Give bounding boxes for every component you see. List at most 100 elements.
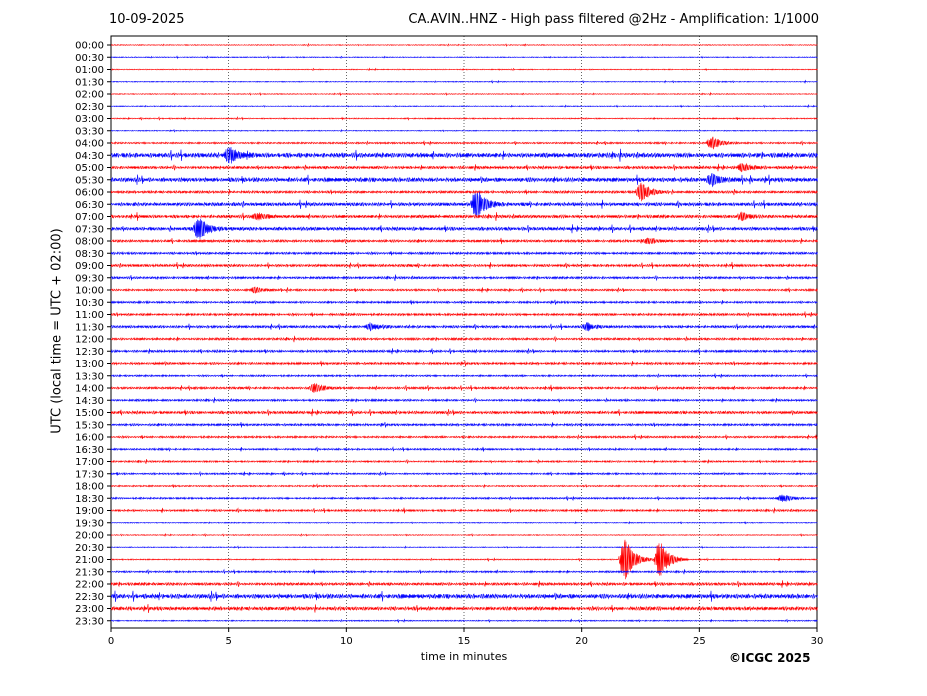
- row-label: 01:30: [75, 77, 104, 88]
- row-label: 17:30: [75, 469, 104, 480]
- row-label: 13:30: [75, 371, 104, 382]
- trace-row-2000: [110, 532, 818, 538]
- row-label: 23:30: [75, 616, 104, 627]
- trace-row-1200: [110, 335, 818, 343]
- trace-row-2100: [110, 539, 818, 580]
- row-label: 12:00: [75, 335, 104, 346]
- trace-row-0930: [110, 274, 818, 282]
- row-label: 02:00: [75, 90, 104, 101]
- row-label: 04:30: [75, 151, 104, 162]
- chart-title: CA.AVIN..HNZ - High pass filtered @2Hz -…: [408, 12, 819, 27]
- row-label: 19:30: [75, 518, 104, 529]
- trace-row-1430: [110, 397, 818, 404]
- date-label: 10-09-2025: [109, 12, 185, 27]
- trace-row-1530: [110, 421, 818, 428]
- row-label: 21:30: [75, 567, 104, 578]
- x-tick-label: 10: [340, 636, 353, 647]
- row-label: 13:00: [75, 359, 104, 370]
- x-tick-label: 25: [693, 636, 706, 647]
- trace-row-2230: [110, 590, 818, 602]
- row-label: 16:00: [75, 433, 104, 444]
- row-label: 03:00: [75, 114, 104, 125]
- row-label: 06:00: [75, 188, 104, 199]
- row-label: 22:00: [75, 580, 104, 591]
- trace-row-2300: [110, 603, 818, 614]
- trace-row-0830: [110, 250, 818, 256]
- row-label: 07:00: [75, 212, 104, 223]
- trace-row-0430: [110, 146, 818, 164]
- trace-row-2030: [110, 545, 818, 550]
- row-label: 16:30: [75, 445, 104, 456]
- trace-row-2200: [110, 580, 818, 588]
- row-label: 02:30: [75, 102, 104, 113]
- seismic-traces: [110, 42, 818, 624]
- trace-row-1830: [110, 494, 818, 503]
- trace-row-1600: [110, 433, 818, 440]
- row-label: 05:00: [75, 163, 104, 174]
- row-label: 09:00: [75, 261, 104, 272]
- row-label: 19:00: [75, 506, 104, 517]
- row-label: 21:00: [75, 555, 104, 566]
- trace-row-0530: [110, 173, 818, 188]
- trace-row-0900: [110, 261, 818, 270]
- y-axis-label: UTC (local time = UTC + 02:00): [49, 228, 65, 434]
- row-label: 01:00: [75, 65, 104, 76]
- trace-row-1700: [110, 458, 818, 465]
- x-tick-labels: 0 5 10 15 20 25 30: [108, 628, 823, 647]
- row-label: 09:30: [75, 273, 104, 284]
- row-label: 14:30: [75, 396, 104, 407]
- trace-row-0230: [110, 104, 818, 109]
- trace-row-1130: [110, 322, 818, 332]
- trace-row-1800: [110, 483, 818, 489]
- trace-row-0030: [110, 55, 818, 60]
- trace-row-0700: [110, 211, 818, 222]
- trace-row-0330: [110, 128, 818, 133]
- trace-row-1630: [110, 446, 818, 453]
- row-label: 11:30: [75, 322, 104, 333]
- trace-row-1930: [110, 520, 818, 525]
- row-label: 18:30: [75, 494, 104, 505]
- x-tick-label: 20: [575, 636, 588, 647]
- row-label: 15:00: [75, 408, 104, 419]
- trace-row-0800: [110, 237, 818, 245]
- row-label: 20:30: [75, 543, 104, 554]
- trace-row-1500: [110, 408, 818, 417]
- x-tick-label: 5: [225, 636, 231, 647]
- trace-row-0630: [110, 191, 818, 217]
- x-axis-label: time in minutes: [420, 650, 508, 663]
- row-label: 10:30: [75, 298, 104, 309]
- row-label: 03:30: [75, 126, 104, 137]
- trace-row-0500: [110, 162, 818, 173]
- trace-row-0730: [110, 218, 818, 239]
- row-label: 11:00: [75, 310, 104, 321]
- trace-row-0100: [110, 67, 818, 72]
- trace-row-1900: [110, 507, 818, 514]
- trace-row-1330: [110, 373, 818, 379]
- row-label: 23:00: [75, 604, 104, 615]
- row-label: 06:30: [75, 200, 104, 211]
- row-label: 15:30: [75, 420, 104, 431]
- row-label: 04:00: [75, 139, 104, 150]
- trace-row-0300: [110, 116, 818, 121]
- trace-row-1030: [110, 299, 818, 305]
- trace-row-1000: [110, 286, 818, 294]
- plot-frame: [110, 35, 818, 629]
- row-label: 00:30: [75, 53, 104, 64]
- row-label: 08:00: [75, 237, 104, 248]
- trace-row-2130: [110, 568, 818, 575]
- copyright-label: ©ICGC 2025: [729, 651, 811, 665]
- trace-row-0200: [110, 91, 818, 97]
- x-tick-label: 15: [458, 636, 471, 647]
- trace-row-1230: [110, 348, 818, 355]
- row-label: 18:00: [75, 482, 104, 493]
- row-label: 05:30: [75, 175, 104, 186]
- vertical-grid: [228, 36, 700, 628]
- row-label: 20:00: [75, 531, 104, 542]
- trace-row-0130: [110, 79, 818, 85]
- row-label: 00:00: [75, 41, 104, 52]
- trace-row-1100: [110, 311, 818, 318]
- row-label: 14:00: [75, 384, 104, 395]
- trace-row-2330: [110, 618, 818, 624]
